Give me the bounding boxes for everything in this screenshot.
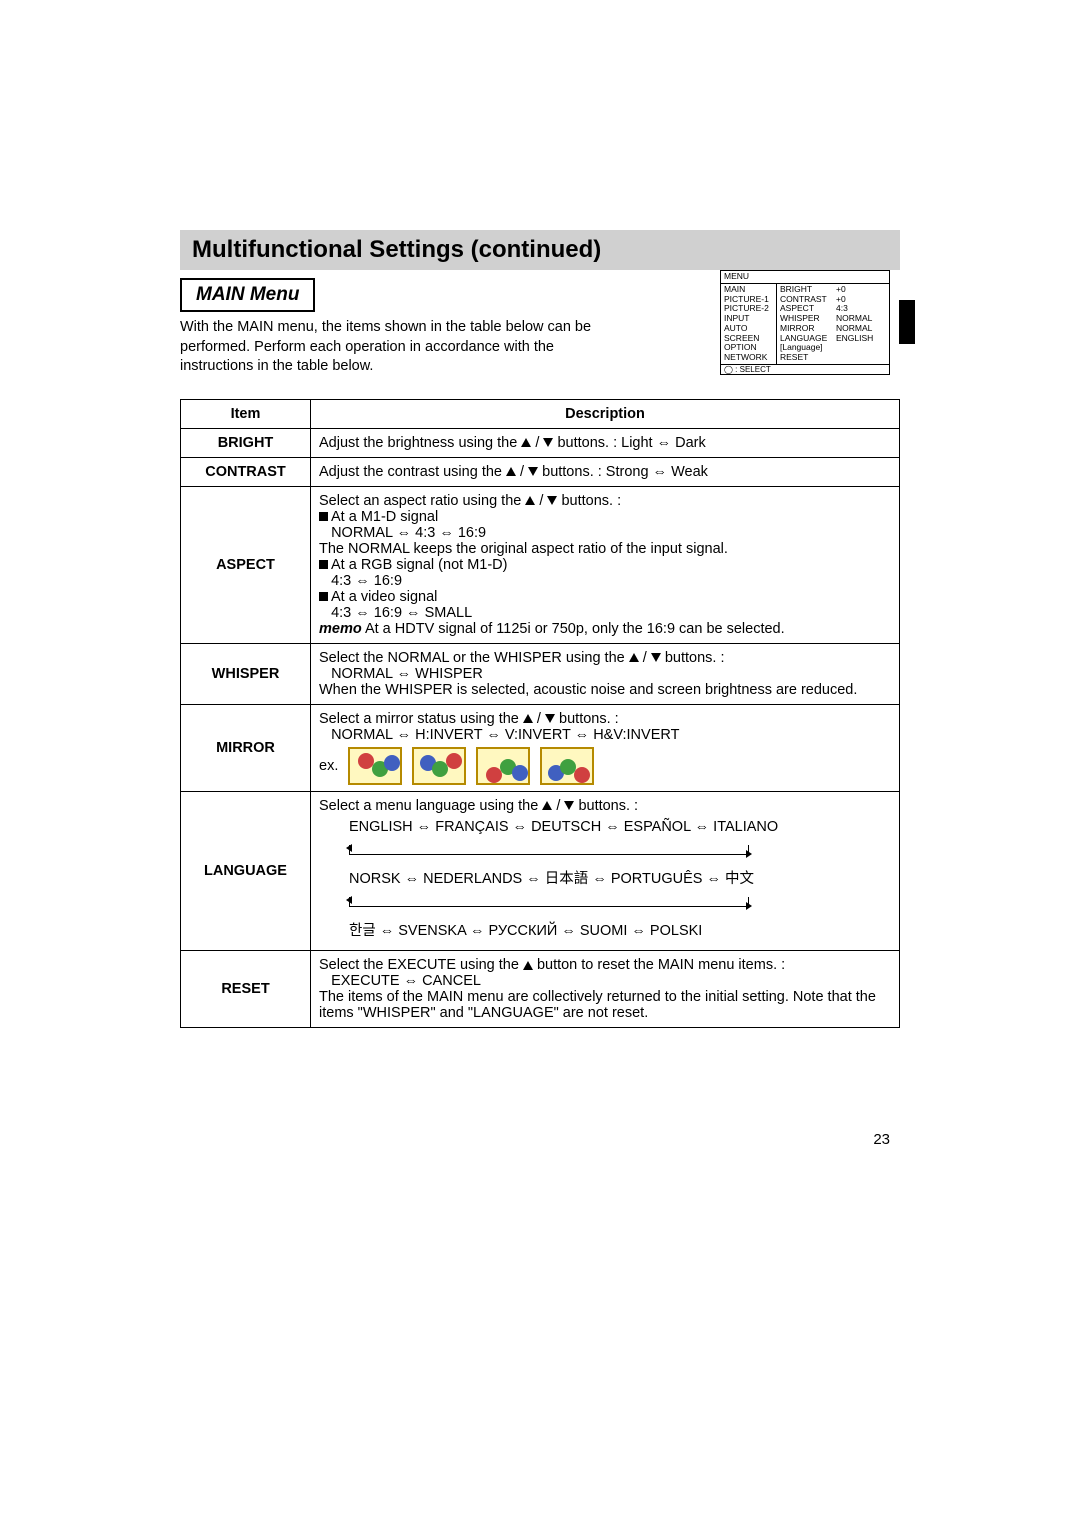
page-number: 23 xyxy=(873,1131,890,1148)
arrow-down-icon xyxy=(528,467,538,476)
arrow-up-icon xyxy=(521,438,531,447)
arrow-up-icon xyxy=(523,961,533,970)
text: NORMAL ⇔ WHISPER xyxy=(319,666,483,682)
text: At a HDTV signal of 1125i or 750p, only … xyxy=(362,621,785,637)
text: EXECUTE ⇔ CANCEL xyxy=(319,973,481,989)
mirror-hinvert-icon xyxy=(412,747,466,785)
mirror-hvinvert-icon xyxy=(540,747,594,785)
lang-row: ENGLISH ⇔ FRANÇAIS ⇔ DEUTSCH ⇔ ESPAÑOL ⇔… xyxy=(319,814,891,840)
arrow-down-icon xyxy=(543,438,553,447)
item-aspect: ASPECT xyxy=(181,486,311,643)
text: NORMAL ⇔ H:INVERT ⇔ V:INVERT ⇔ H&V:INVER… xyxy=(319,727,679,743)
arrow-up-icon xyxy=(523,714,533,723)
arrow-down-icon xyxy=(545,714,555,723)
desc-whisper: Select the NORMAL or the WHISPER using t… xyxy=(311,643,900,704)
text: The NORMAL keeps the original aspect rat… xyxy=(319,541,728,557)
lang-row: 한글 ⇔ SVENSKA ⇔ РУССКИЙ ⇔ SUOMI ⇔ POLSKI xyxy=(319,918,891,944)
table-row: ASPECT Select an aspect ratio using the … xyxy=(181,486,900,643)
text: Select the NORMAL or the WHISPER using t… xyxy=(319,650,629,666)
menu-preview-left: MAIN PICTURE-1 PICTURE-2 INPUT AUTO SCRE… xyxy=(721,284,777,364)
text: 4:3 ⇔ 16:9 xyxy=(319,573,402,589)
menu-left-item: NETWORK xyxy=(724,353,773,363)
section-title: MAIN Menu xyxy=(180,278,315,312)
ex-label: ex. xyxy=(319,758,338,774)
mirror-vinvert-icon xyxy=(476,747,530,785)
text: The items of the MAIN menu are collectiv… xyxy=(319,989,876,1021)
item-reset: RESET xyxy=(181,951,311,1028)
text: 4:3 ⇔ 16:9 ⇔ SMALL xyxy=(319,605,472,621)
table-header-desc: Description xyxy=(311,399,900,428)
text: NORMAL ⇔ 4:3 ⇔ 16:9 xyxy=(319,525,486,541)
text: buttons. : xyxy=(665,650,725,666)
intro-text: With the MAIN menu, the items shown in t… xyxy=(180,318,610,377)
menu-preview-mid: BRIGHT CONTRAST ASPECT WHISPER MIRROR LA… xyxy=(777,284,833,364)
desc-contrast: Adjust the contrast using the / buttons.… xyxy=(311,457,900,486)
menu-preview-header: MENU xyxy=(721,271,889,284)
arrow-up-icon xyxy=(525,496,535,505)
table-row: MIRROR Select a mirror status using the … xyxy=(181,704,900,791)
text: buttons. : xyxy=(578,798,638,814)
desc-reset: Select the EXECUTE using the button to r… xyxy=(311,951,900,1028)
text: At a RGB signal (not M1-D) xyxy=(331,557,507,573)
mirror-examples: ex. xyxy=(319,747,891,785)
text: Adjust the contrast using the xyxy=(319,464,506,480)
text: buttons. : xyxy=(561,493,621,509)
mirror-normal-icon xyxy=(348,747,402,785)
table-row: LANGUAGE Select a menu language using th… xyxy=(181,791,900,950)
text: buttons. : xyxy=(559,711,619,727)
menu-mid-item: RESET xyxy=(780,353,830,363)
text: buttons. : Strong ⇔ Weak xyxy=(542,464,708,480)
lang-row: NORSK ⇔ NEDERLANDS ⇔ 日本語 ⇔ PORTUGUÊS ⇔ 中… xyxy=(319,866,891,892)
arrow-up-icon xyxy=(506,467,516,476)
item-language: LANGUAGE xyxy=(181,791,311,950)
text: When the WHISPER is selected, acoustic n… xyxy=(319,682,857,698)
text: At a video signal xyxy=(331,589,437,605)
bullet-icon xyxy=(319,512,328,521)
arrow-up-icon xyxy=(542,801,552,810)
menu-preview-footer: ◯ : SELECT xyxy=(721,364,889,374)
arrow-down-icon xyxy=(564,801,574,810)
arrow-down-icon xyxy=(651,653,661,662)
text: buttons. : Light ⇔ Dark xyxy=(557,435,705,451)
desc-bright: Adjust the brightness using the / button… xyxy=(311,428,900,457)
menu-val-item: ENGLISH xyxy=(836,334,873,344)
table-row: BRIGHT Adjust the brightness using the /… xyxy=(181,428,900,457)
table-header-item: Item xyxy=(181,399,311,428)
item-mirror: MIRROR xyxy=(181,704,311,791)
text: Select an aspect ratio using the xyxy=(319,493,525,509)
menu-preview: MENU MAIN PICTURE-1 PICTURE-2 INPUT AUTO… xyxy=(720,270,890,375)
item-whisper: WHISPER xyxy=(181,643,311,704)
item-bright: BRIGHT xyxy=(181,428,311,457)
text: Select a menu language using the xyxy=(319,798,542,814)
desc-aspect: Select an aspect ratio using the / butto… xyxy=(311,486,900,643)
text: Select the EXECUTE using the xyxy=(319,957,523,973)
text: Select a mirror status using the xyxy=(319,711,523,727)
arrow-down-icon xyxy=(547,496,557,505)
desc-language: Select a menu language using the / butto… xyxy=(311,791,900,950)
text: At a M1-D signal xyxy=(331,509,438,525)
memo-label: memo xyxy=(319,621,362,637)
page-title: Multifunctional Settings (continued) xyxy=(180,230,900,270)
main-table: Item Description BRIGHT Adjust the brigh… xyxy=(180,399,900,1028)
arrow-up-icon xyxy=(629,653,639,662)
text: button to reset the MAIN menu items. : xyxy=(537,957,785,973)
menu-preview-val: +0 +0 4:3 NORMAL NORMAL ENGLISH xyxy=(833,284,876,364)
bullet-icon xyxy=(319,592,328,601)
text: Adjust the brightness using the xyxy=(319,435,521,451)
desc-mirror: Select a mirror status using the / butto… xyxy=(311,704,900,791)
bullet-icon xyxy=(319,560,328,569)
flow-arrow-icon xyxy=(349,845,749,855)
side-tab xyxy=(899,300,915,344)
table-row: RESET Select the EXECUTE using the butto… xyxy=(181,951,900,1028)
flow-arrow-icon xyxy=(349,897,749,907)
item-contrast: CONTRAST xyxy=(181,457,311,486)
table-row: WHISPER Select the NORMAL or the WHISPER… xyxy=(181,643,900,704)
table-row: CONTRAST Adjust the contrast using the /… xyxy=(181,457,900,486)
